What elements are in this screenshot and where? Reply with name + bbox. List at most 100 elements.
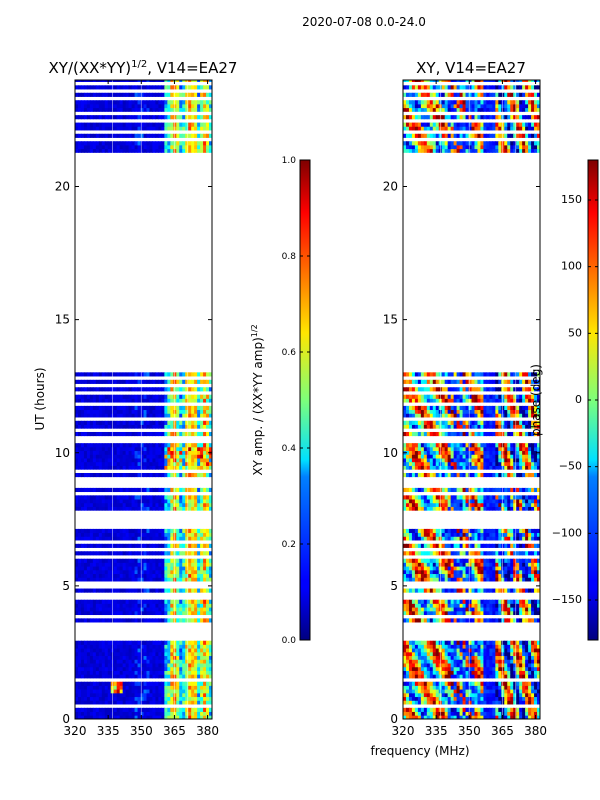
heatmap-cell [486,640,490,645]
heatmap-cell [498,562,502,567]
heatmap-cell [92,663,97,668]
heatmap-cell [477,573,482,578]
heatmap-cell [92,443,97,448]
heatmap-cell [128,372,133,377]
heatmap-cell [408,651,413,657]
heatmap-cell [420,543,425,548]
heatmap-cell [426,618,431,623]
heatmap-cell [86,461,91,466]
heatmap-cell [167,543,171,548]
heatmap-cell [417,711,422,716]
figure-suptitle: 2020-07-08 0.0-24.0 [302,15,426,29]
heatmap-cell [179,450,183,455]
heatmap-cell [203,413,207,418]
heatmap-cell [80,144,85,150]
heatmap-cell [185,495,189,500]
heatmap-cell [167,655,171,660]
heatmap-cell [483,670,487,675]
heatmap-cell [447,569,452,575]
heatmap-cell [191,543,195,548]
heatmap-cell [403,573,407,578]
heatmap-cell [167,666,171,671]
heatmap-cell [450,696,455,701]
heatmap-cell [444,566,449,571]
heatmap-cell [104,707,109,712]
heatmap-cell [137,148,142,153]
heatmap-cell [101,543,106,548]
heatmap-cell [522,692,526,698]
heatmap-cell [441,648,446,653]
heatmap-cell [525,659,529,664]
heatmap-cell [98,394,103,399]
heatmap-cell [101,700,106,705]
heatmap-cell [92,506,97,511]
heatmap-cell [173,409,177,414]
heatmap-cell [408,692,413,698]
heatmap-cell [537,610,540,616]
heatmap-cell [173,495,177,500]
heatmap-cell [450,610,455,616]
heatmap-cell [167,424,171,429]
heatmap-cell [104,100,109,105]
heatmap-cell [119,532,124,537]
heatmap-cell [158,532,162,537]
heatmap-cell [101,148,106,153]
heatmap-cell [203,420,207,425]
heatmap-cell [405,566,410,571]
heatmap-cell [155,681,159,686]
heatmap-cell [459,689,464,694]
heatmap-cell [107,465,112,470]
heatmap-cell [444,569,449,575]
heatmap-cell [83,588,88,593]
heatmap-cell [417,651,422,657]
heatmap-cell [465,655,470,660]
heatmap-cell [432,569,437,575]
heatmap-cell [182,450,186,455]
heatmap-cell [104,465,109,470]
heatmap-cell [77,674,82,679]
heatmap-cell [95,420,100,425]
heatmap-cell [531,566,535,571]
heatmap-cell [137,454,142,459]
heatmap-cell [474,670,479,675]
heatmap-cell [167,103,171,109]
heatmap-cell [471,689,476,694]
heatmap-cell [417,536,422,541]
heatmap-cell [507,689,511,694]
heatmap-cell [149,648,154,653]
heatmap-cell [206,707,210,712]
heatmap-cell [453,659,458,664]
heatmap-cell [92,640,97,645]
heatmap-cell [107,85,112,90]
heatmap-cell [107,711,112,716]
heatmap-cell [432,685,437,690]
heatmap-cell [432,644,437,649]
heatmap-cell [188,573,192,578]
heatmap-cell [203,506,207,511]
heatmap-cell [501,651,505,657]
heatmap-cell [104,692,109,698]
heatmap-cell [149,577,154,582]
heatmap-cell [170,603,174,608]
heatmap-cell [143,420,148,425]
heatmap-cell [134,107,139,112]
heatmap-cell [77,126,82,131]
heatmap-cell [486,603,490,608]
heatmap-cell [432,573,437,578]
heatmap-cell [504,599,508,604]
heatmap-cell [170,573,174,578]
heatmap-cell [125,424,130,429]
heatmap-cell [465,543,470,548]
heatmap-cell [441,577,446,582]
heatmap-cell [75,543,79,548]
heatmap-cell [113,663,118,668]
heatmap-cell [480,569,485,575]
colorbar-tick-label: 0.4 [282,444,297,454]
heatmap-cell [173,577,177,582]
heatmap-cell [83,562,88,567]
heatmap-cell [164,405,168,411]
heatmap-cell [403,588,407,593]
heatmap-cell [203,536,207,541]
heatmap-cell [403,644,407,649]
heatmap-cell [107,405,112,411]
